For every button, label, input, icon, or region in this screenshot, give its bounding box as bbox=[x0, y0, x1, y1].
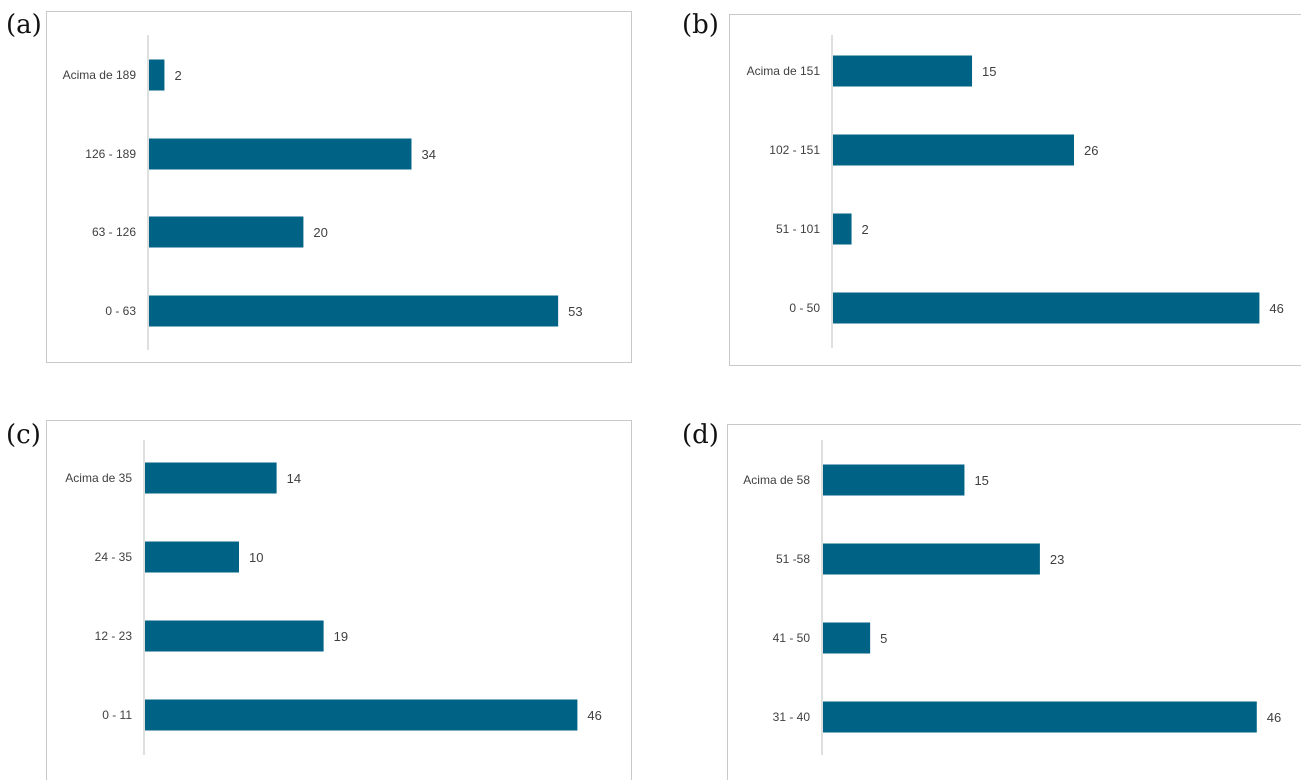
panel-b-bar-1 bbox=[833, 134, 1075, 166]
panel-a-category-label-0: Acima de 189 bbox=[63, 68, 137, 82]
panel-b-bar-3 bbox=[833, 292, 1260, 324]
panel-a-bar-2 bbox=[149, 216, 304, 248]
panel-c-category-label-1: 24 - 35 bbox=[95, 550, 133, 564]
panel-d-value-label-1: 23 bbox=[1050, 552, 1064, 567]
panel-c-value-label-1: 10 bbox=[249, 550, 263, 565]
panel-d-value-label-3: 46 bbox=[1267, 710, 1281, 725]
panel-a-value-label-2: 20 bbox=[313, 225, 327, 240]
panel-c-category-label-3: 0 - 11 bbox=[102, 708, 132, 722]
panel-c-bar-0 bbox=[145, 462, 277, 494]
panel-c-value-label-3: 46 bbox=[587, 708, 601, 723]
panel-a-category-label-3: 0 - 63 bbox=[105, 304, 136, 318]
panel-c-category-label-2: 12 - 23 bbox=[95, 629, 133, 643]
panel-b-bar-0 bbox=[833, 55, 973, 87]
panel-d-tag: (d) bbox=[682, 420, 719, 450]
panel-c-category-label-0: Acima de 35 bbox=[65, 471, 132, 485]
panel-d-bar-3 bbox=[823, 701, 1257, 733]
panel-d-value-label-0: 15 bbox=[974, 473, 988, 488]
panel-a-bar-3 bbox=[149, 295, 559, 327]
panel-a-value-label-0: 2 bbox=[174, 68, 181, 83]
panel-a-category-label-2: 63 - 126 bbox=[92, 225, 136, 239]
panel-d-value-label-2: 5 bbox=[880, 631, 887, 646]
panel-a-value-label-1: 34 bbox=[421, 147, 435, 162]
panel-d-category-label-0: Acima de 58 bbox=[743, 473, 810, 487]
panel-b-value-label-3: 46 bbox=[1269, 301, 1283, 316]
panel-c-value-label-2: 19 bbox=[334, 629, 348, 644]
panel-a-value-label-3: 53 bbox=[568, 304, 582, 319]
panel-c-bar-2 bbox=[145, 620, 324, 652]
panel-b-value-label-2: 2 bbox=[862, 222, 869, 237]
panel-b-tag: (b) bbox=[682, 10, 719, 40]
panel-b-category-label-0: Acima de 151 bbox=[747, 64, 821, 78]
panel-d-bar-2 bbox=[823, 622, 871, 654]
panel-a-bar-0 bbox=[149, 59, 165, 91]
panel-b-category-label-2: 51 - 101 bbox=[776, 222, 820, 236]
panel-a-tag: (a) bbox=[6, 10, 42, 40]
panel-c-value-label-0: 14 bbox=[287, 471, 301, 486]
panel-c-bar-1 bbox=[145, 541, 239, 573]
panel-b-category-label-1: 102 - 151 bbox=[769, 143, 820, 157]
panel-b-bar-2 bbox=[833, 213, 852, 245]
panel-d-bar-1 bbox=[823, 543, 1040, 575]
panel-d-category-label-1: 51 -58 bbox=[776, 552, 810, 566]
panel-a-category-label-1: 126 - 189 bbox=[85, 147, 136, 161]
panel-c-tag: (c) bbox=[6, 420, 41, 450]
panel-b-value-label-0: 15 bbox=[982, 64, 996, 79]
panel-b-value-label-1: 26 bbox=[1084, 143, 1098, 158]
panel-c-bar-3 bbox=[145, 699, 578, 731]
panel-d-category-label-3: 31 - 40 bbox=[773, 710, 811, 724]
panel-a-bar-1 bbox=[149, 138, 412, 170]
panel-d-bar-0 bbox=[823, 464, 965, 496]
panel-b-category-label-3: 0 - 50 bbox=[789, 301, 820, 315]
panel-d-category-label-2: 41 - 50 bbox=[773, 631, 811, 645]
